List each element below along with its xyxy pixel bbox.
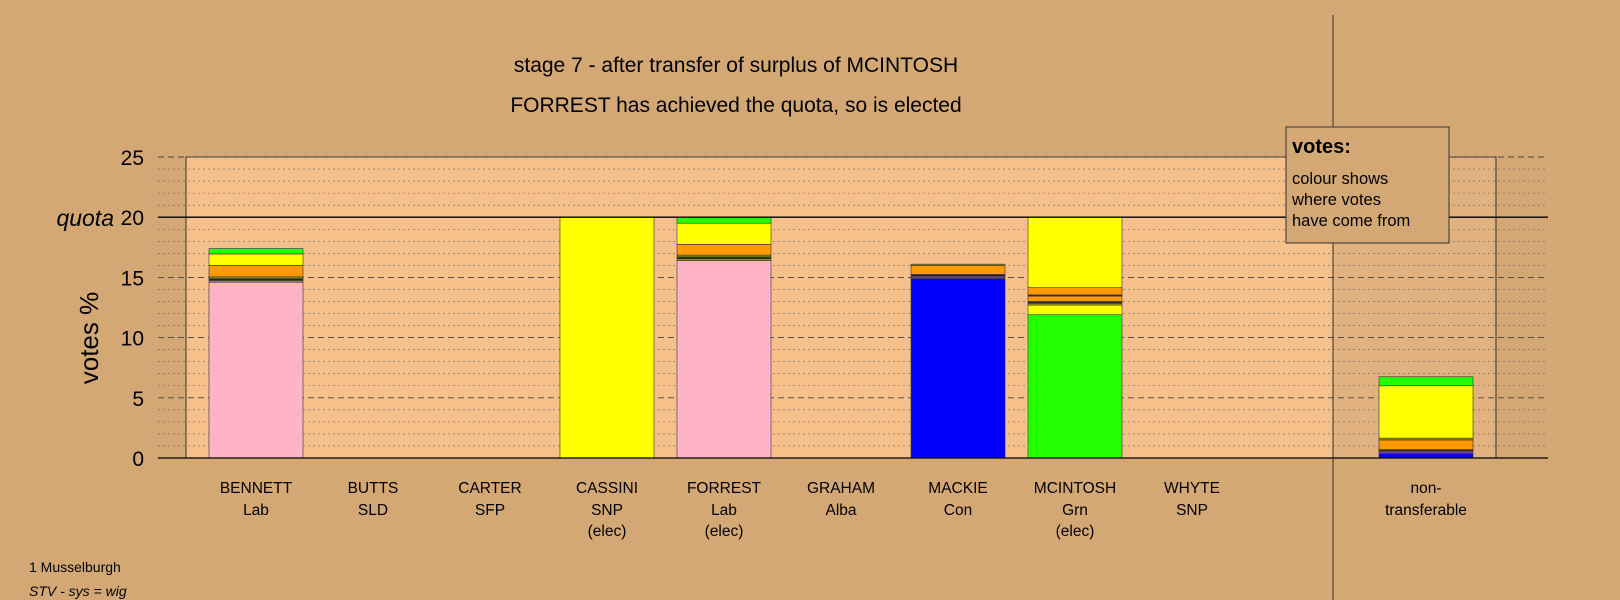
plot-area — [186, 157, 1496, 458]
legend-title: votes: — [1292, 136, 1351, 158]
legend-line-1: colour shows — [1292, 170, 1388, 188]
category-status-cassini: (elec) — [588, 523, 627, 540]
quota-label: quota — [56, 205, 114, 231]
category-party-cassini: SNP — [591, 502, 623, 519]
category-name-carter: CARTER — [458, 480, 521, 497]
chart-subtitle: FORREST has achieved the quota, so is el… — [510, 94, 961, 117]
y-tick-label: 20 — [121, 207, 144, 230]
bar-forrest-segment-lab — [676, 260, 772, 459]
category-status-mcintosh: (elec) — [1056, 523, 1095, 540]
bar-mcintosh-segment-sfp — [1027, 287, 1123, 296]
bar-mcintosh-segment-snp — [1027, 216, 1123, 288]
bar-nontransferable-segment-snp — [1378, 385, 1474, 439]
category-name-whyte: WHYTE — [1164, 480, 1220, 497]
footer-system: STV - sys = wig — [29, 583, 127, 599]
y-tick-label: 15 — [121, 267, 144, 290]
bars — [208, 216, 1474, 459]
chart-title: stage 7 - after transfer of surplus of M… — [514, 54, 958, 77]
bar-mcintosh-segment-grn — [1027, 314, 1123, 459]
bar-mcintosh-segment-snp — [1027, 304, 1123, 316]
bar-forrest-segment-sfp — [676, 243, 772, 256]
category-name-graham: GRAHAM — [807, 480, 875, 497]
legend-box: votes: colour shows where votes have com… — [1285, 126, 1450, 244]
y-tick-label: 10 — [121, 328, 144, 351]
category-party-mackie: Con — [944, 502, 972, 519]
bar-forrest-segment-snp — [676, 222, 772, 245]
gridlines — [158, 156, 1548, 447]
y-axis-ticks: 0 5 10 15 20 25 — [121, 147, 144, 471]
bar-bennett-segment-grn — [208, 248, 304, 255]
category-labels: BENNETT Lab BUTTS SLD CARTER SFP CASSINI SNP (el… — [220, 480, 1220, 540]
y-tick-label: 25 — [121, 147, 144, 170]
y-tick-label: 5 — [132, 388, 144, 411]
legend-line-2: where votes — [1291, 191, 1381, 209]
bar-nontransferable-segment-sfp — [1378, 439, 1474, 450]
bar-bennett-segment-snp — [208, 253, 304, 266]
category-status-forrest: (elec) — [705, 523, 744, 540]
bar-nontransferable-segment-grn — [1378, 376, 1474, 387]
category-party-carter: SFP — [475, 502, 505, 519]
bar-bennett-segment-sfp — [208, 265, 304, 278]
y-tick-label: 0 — [132, 448, 144, 471]
category-party-graham: Alba — [825, 502, 856, 519]
footer-location: 1 Musselburgh — [29, 559, 121, 575]
category-party-forrest: Lab — [711, 502, 737, 519]
legend-line-3: have come from — [1292, 212, 1410, 230]
bar-bennett-segment-lab — [208, 281, 304, 459]
category-party-whyte: SNP — [1176, 502, 1208, 519]
bar-mackie-segment-alba — [910, 275, 1006, 279]
category-name-mackie: MACKIE — [928, 480, 987, 497]
category-name-forrest: FORREST — [687, 480, 762, 497]
category-name-cassini: CASSINI — [576, 480, 638, 497]
bar-mackie-segment-con — [910, 278, 1006, 459]
bar-nontransferable-segment-alba — [1378, 450, 1474, 455]
y-axis-label: votes % — [74, 292, 104, 385]
category-party-mcintosh: Grn — [1062, 502, 1088, 519]
category-name-mcintosh: MCINTOSH — [1034, 480, 1116, 497]
legend-frame — [1285, 126, 1450, 244]
category-name-bennett: BENNETT — [220, 480, 293, 497]
category-party-butts: SLD — [358, 502, 388, 519]
bar-forrest-segment-grn — [676, 216, 772, 224]
category-name-butts: BUTTS — [348, 480, 399, 497]
bar-mackie-segment-sfp — [910, 265, 1006, 275]
nontransferable-label-line2: transferable — [1385, 502, 1467, 519]
nontransferable-label-line1: non- — [1410, 480, 1441, 497]
category-party-bennett: Lab — [243, 502, 269, 519]
bar-mcintosh-segment-sfp — [1027, 295, 1123, 302]
bar-mackie-segment-olive — [910, 263, 1006, 266]
bar-cassini-segment-snp — [559, 216, 655, 459]
